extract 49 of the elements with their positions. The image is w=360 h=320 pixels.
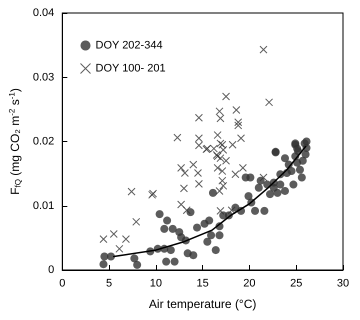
point <box>215 186 224 195</box>
x-tick-label: 15 <box>196 278 209 290</box>
point <box>237 134 246 142</box>
legend-label: DOY 100- 201 <box>96 62 166 74</box>
y-tick-label: 0 <box>48 264 54 276</box>
point <box>177 164 186 172</box>
point <box>222 92 230 101</box>
point <box>234 121 242 130</box>
point <box>238 164 247 172</box>
y-axis-title: FfQ (mg CO₂ m-2 s-1) <box>8 88 22 195</box>
x-tick-label: 25 <box>290 278 302 290</box>
x-tick-label: 30 <box>336 278 350 290</box>
x-axis-title: Air temperature (°C) <box>148 297 256 311</box>
legend-label: DOY 202-344 <box>96 40 163 52</box>
y-tick-label: 0.02 <box>32 136 54 148</box>
y-tick-label: 0.01 <box>32 200 54 212</box>
point <box>194 114 203 122</box>
point <box>110 230 118 238</box>
x-tick-label: 20 <box>243 278 256 290</box>
x-tick-label: 5 <box>106 278 112 290</box>
point <box>234 118 242 126</box>
point <box>214 164 222 172</box>
y-tick-label: 0.03 <box>32 71 54 84</box>
point <box>228 140 237 149</box>
x-tick-label: 10 <box>150 278 162 290</box>
point <box>180 184 188 192</box>
point <box>128 188 136 196</box>
point <box>265 98 274 106</box>
point <box>189 160 198 169</box>
x-tick-label: 0 <box>59 278 66 290</box>
point <box>99 235 108 244</box>
point <box>182 206 191 214</box>
point <box>194 168 202 177</box>
point <box>115 244 124 253</box>
y-tick-label: 0.04 <box>32 7 54 19</box>
point <box>259 173 268 182</box>
point <box>177 200 186 208</box>
point <box>222 156 230 165</box>
point <box>194 180 203 188</box>
point <box>214 131 222 140</box>
point <box>231 170 240 178</box>
point <box>232 106 240 114</box>
point <box>122 235 130 244</box>
point <box>180 168 189 177</box>
point <box>259 46 268 54</box>
point <box>228 206 236 214</box>
point <box>216 154 224 162</box>
point <box>132 218 140 226</box>
point <box>173 134 182 142</box>
